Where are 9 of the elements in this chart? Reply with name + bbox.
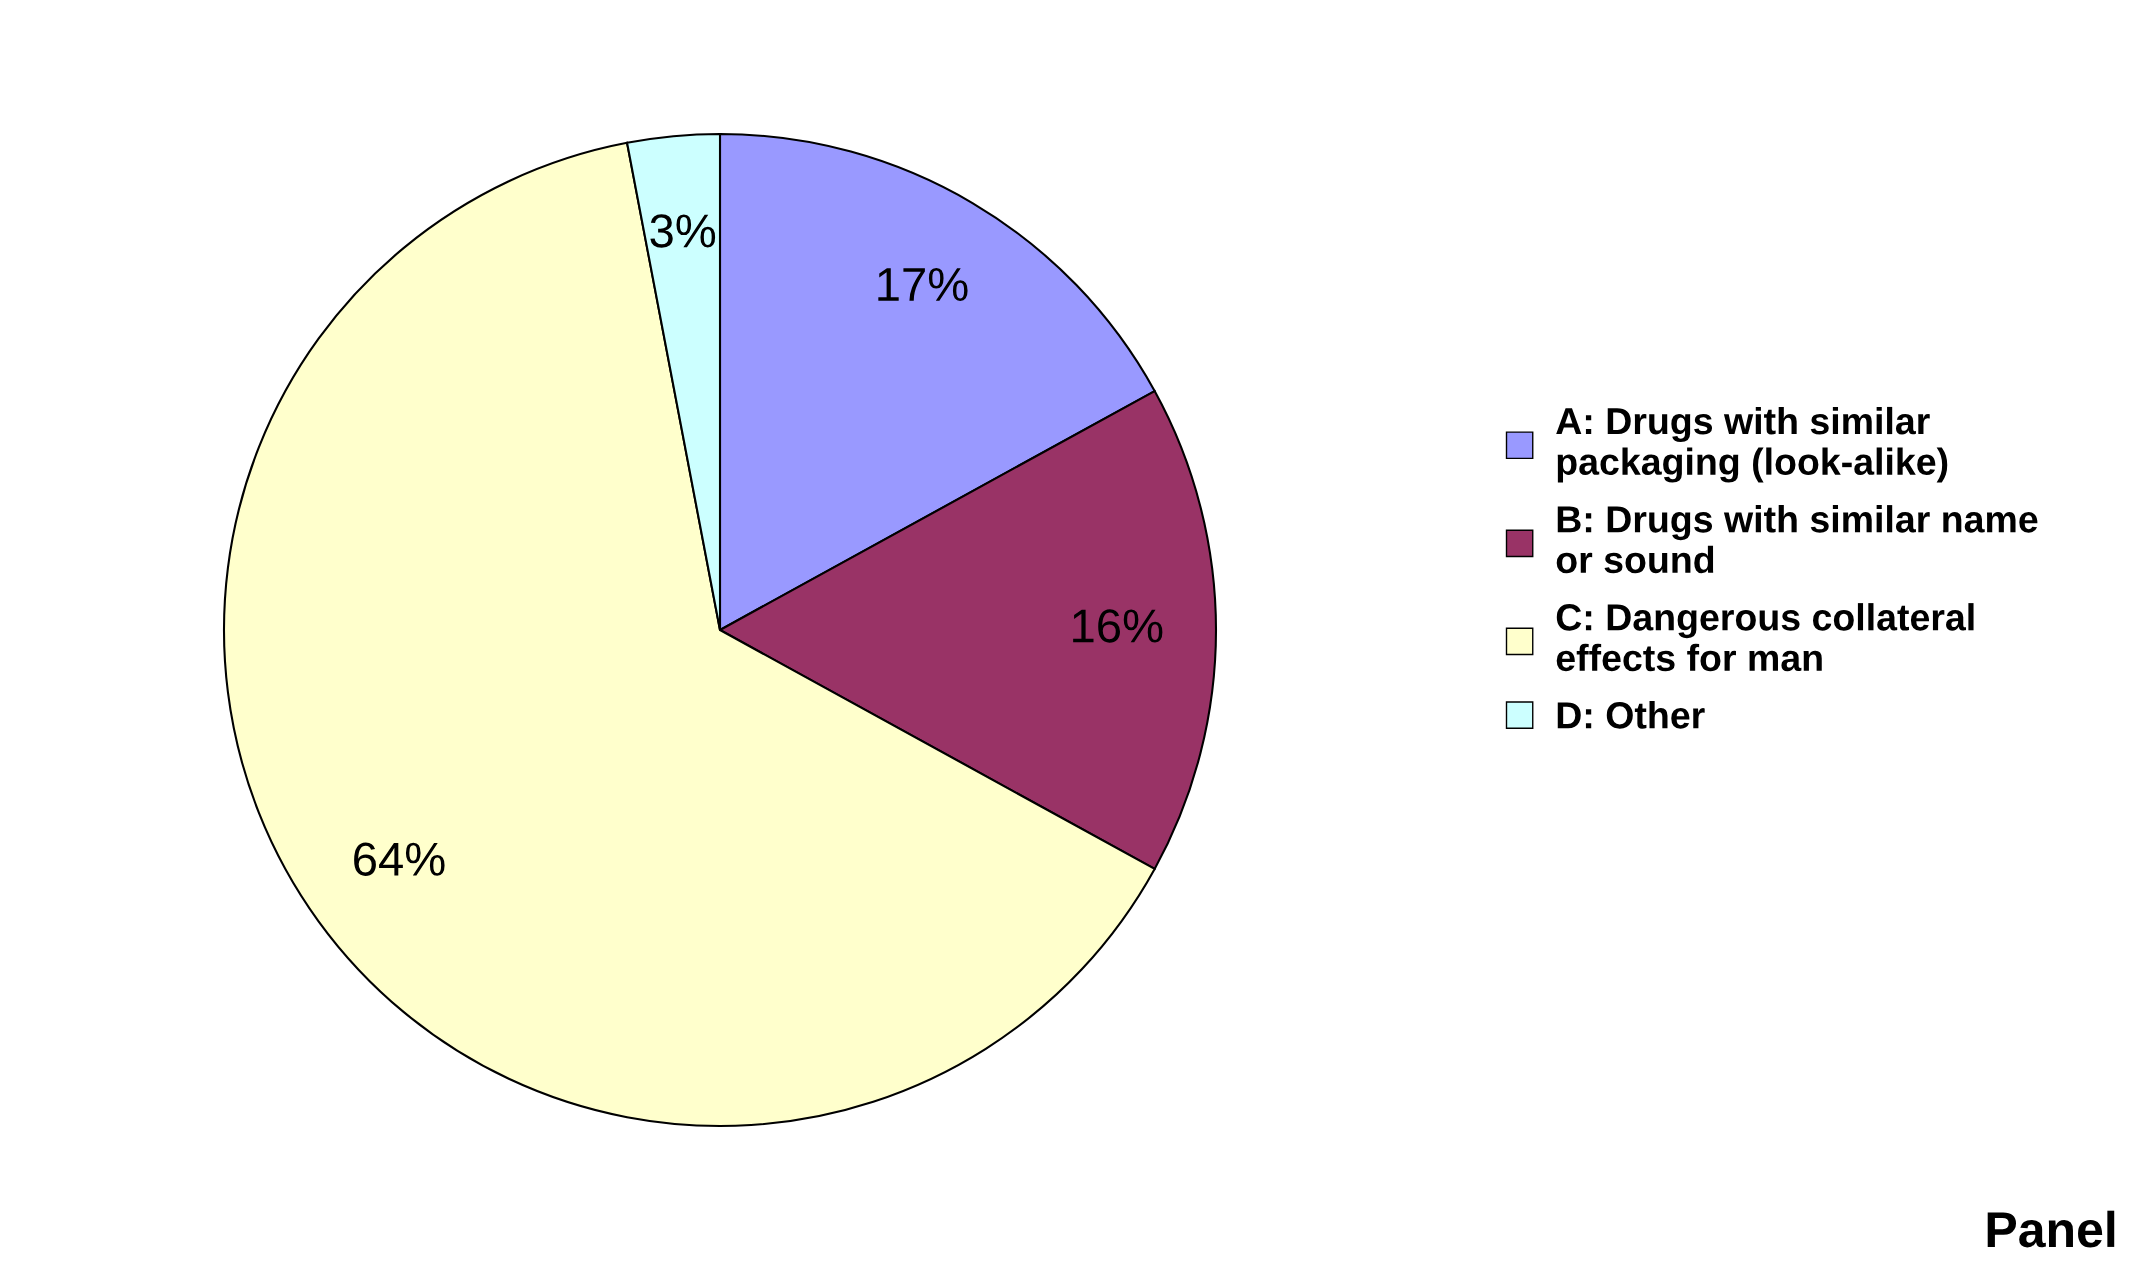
data-label: 64% [354, 842, 445, 876]
legend-label: C: Dangerous collateral effects for man [1556, 603, 1974, 672]
data-label: 17% [878, 267, 968, 301]
data-label: 16% [1073, 609, 1163, 643]
text: Panel [1987, 1210, 2115, 1248]
legend-label: D: Other [1557, 701, 1705, 729]
legend-label: B: Drugs with similar name or sound [1556, 505, 2038, 574]
data-label: 3% [650, 214, 716, 248]
legend-label: A: Drugs with similar packaging (look-alike) [1556, 406, 1948, 483]
